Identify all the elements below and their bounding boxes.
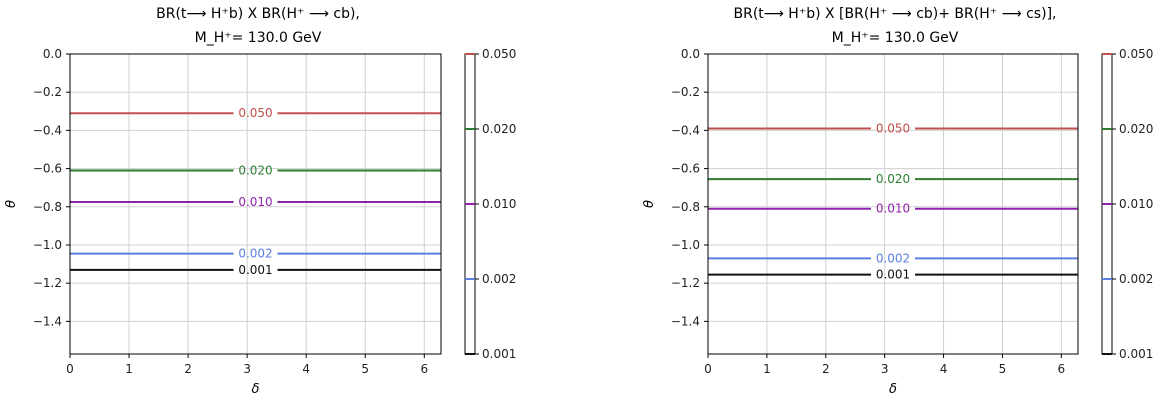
x-tick-label: 5 [999, 362, 1007, 376]
colorbar-tick-label: 0.002 [1119, 272, 1153, 286]
x-tick-label: 0 [704, 362, 712, 376]
x-tick-label: 6 [1058, 362, 1066, 376]
chart-panel-1: BR(t⟶ H⁺b) X BR(H⁺ ⟶ cb), M_H⁺= 130.0 GeV… [4, 6, 516, 397]
colorbar-tick-label: 0.020 [482, 122, 516, 136]
chart-subtitle: M_H⁺= 130.0 GeV [832, 30, 959, 46]
contour-label: 0.050 [876, 121, 910, 135]
contour-label: 0.050 [238, 106, 272, 120]
x-axis-label: δ [252, 382, 260, 397]
y-axis-label: θ [4, 200, 19, 208]
y-tick-label: −1.0 [33, 238, 62, 252]
contour-label: 0.020 [876, 172, 910, 186]
colorbar-tick-label: 0.002 [482, 272, 516, 286]
colorbar-tick-label: 0.050 [482, 47, 516, 61]
colorbar-tick-label: 0.001 [482, 347, 516, 361]
x-tick-label: 1 [763, 362, 771, 376]
colorbar-tick-label: 0.020 [1119, 122, 1153, 136]
contour-label: 0.010 [876, 202, 910, 216]
y-tick-label: −0.4 [671, 123, 700, 137]
x-tick-label: 0 [66, 362, 74, 376]
x-tick-label: 2 [822, 362, 830, 376]
y-axis-label: θ [642, 200, 657, 208]
contour-label: 0.001 [238, 263, 272, 277]
chart-panel-2: BR(t⟶ H⁺b) X [BR(H⁺ ⟶ cb)+ BR(H⁺ ⟶ cs)],… [642, 6, 1153, 397]
chart-title: BR(t⟶ H⁺b) X BR(H⁺ ⟶ cb), [156, 6, 360, 22]
y-tick-label: −1.4 [671, 314, 700, 328]
x-tick-label: 6 [420, 362, 428, 376]
y-tick-label: −1.0 [671, 238, 700, 252]
chart-title: BR(t⟶ H⁺b) X [BR(H⁺ ⟶ cb)+ BR(H⁺ ⟶ cs)], [734, 6, 1057, 22]
contour-label: 0.010 [238, 195, 272, 209]
x-axis-label: δ [889, 382, 897, 397]
colorbar-tick-label: 0.001 [1119, 347, 1153, 361]
x-tick-label: 4 [302, 362, 310, 376]
y-tick-label: −0.4 [33, 123, 62, 137]
y-tick-label: −0.6 [671, 162, 700, 176]
y-tick-label: −1.2 [671, 276, 700, 290]
plot-frame [69, 53, 442, 355]
y-tick-label: −1.4 [33, 314, 62, 328]
y-tick-label: −0.2 [671, 85, 700, 99]
y-tick-label: 0.0 [43, 47, 62, 61]
x-tick-label: 4 [940, 362, 948, 376]
x-tick-label: 1 [125, 362, 133, 376]
y-tick-label: −1.2 [33, 276, 62, 290]
colorbar-tick-label: 0.010 [1119, 197, 1153, 211]
y-tick-label: 0.0 [681, 47, 700, 61]
contour-label: 0.002 [238, 247, 272, 261]
chart-subtitle: M_H⁺= 130.0 GeV [195, 30, 322, 46]
contour-label: 0.002 [876, 251, 910, 265]
x-tick-label: 2 [184, 362, 192, 376]
y-tick-label: −0.6 [33, 162, 62, 176]
plot-frame [707, 53, 1079, 355]
colorbar-tick-label: 0.010 [482, 197, 516, 211]
contour-label: 0.001 [876, 268, 910, 282]
colorbar-tick-label: 0.050 [1119, 47, 1153, 61]
x-tick-label: 3 [881, 362, 889, 376]
y-tick-label: −0.2 [33, 85, 62, 99]
x-tick-label: 5 [361, 362, 369, 376]
y-tick-label: −0.8 [33, 200, 62, 214]
x-tick-label: 3 [243, 362, 251, 376]
contour-label: 0.020 [238, 164, 272, 178]
y-tick-label: −0.8 [671, 200, 700, 214]
